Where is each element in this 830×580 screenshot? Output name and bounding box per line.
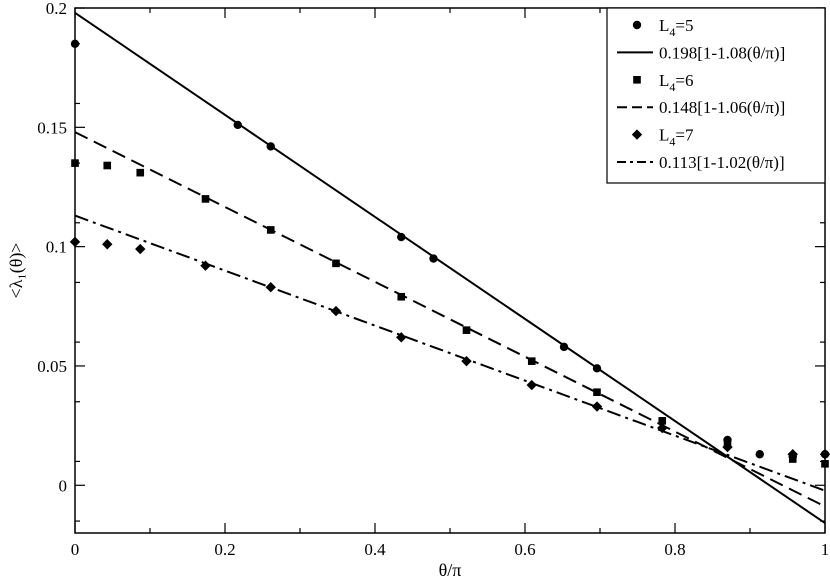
data-point-2 <box>658 417 667 425</box>
x-tick-label: 0.2 <box>214 540 235 559</box>
data-point-4 <box>591 401 603 412</box>
ticks-layer: 0 0.2 0.4 0.6 0.8 1 0 0.05 0.1 0.15 0.2 <box>37 0 829 559</box>
data-point-0 <box>592 364 602 373</box>
fit-line-1 <box>75 11 825 524</box>
data-point-2 <box>462 326 471 334</box>
fit-lines-layer <box>75 11 825 524</box>
data-point-2 <box>136 168 145 177</box>
data-point-4 <box>461 355 472 367</box>
legend-entry-5: 0.113[1-1.02(θ/π)] <box>659 153 785 172</box>
data-point-0 <box>755 450 764 459</box>
legend-entry-4: L4=7 <box>659 126 694 149</box>
y-tick-label: 0.15 <box>37 118 67 137</box>
x-axis-label: θ/π <box>439 560 462 580</box>
fit-line-3 <box>75 131 825 508</box>
legend-entry-0: L4=5 <box>659 16 693 39</box>
y-tick-label: 0 <box>59 476 68 495</box>
data-point-4 <box>526 379 537 391</box>
fit-line-5 <box>75 214 825 492</box>
legend-box <box>606 7 826 184</box>
legend-entry-3: 0.148[1-1.06(θ/π)] <box>659 98 785 117</box>
legend-symbol-4 <box>631 129 643 140</box>
data-point-4 <box>722 441 733 453</box>
data-point-0 <box>233 120 242 130</box>
legend-entry-1: 0.198[1-1.08(θ/π)] <box>659 43 785 62</box>
data-point-0 <box>266 142 275 151</box>
data-point-0 <box>559 342 569 352</box>
data-point-4 <box>657 422 668 434</box>
data-point-4 <box>135 243 146 255</box>
x-tick-label: 0.4 <box>364 540 386 559</box>
data-point-2 <box>397 292 406 301</box>
data-point-4 <box>102 239 113 250</box>
data-point-0 <box>429 254 438 263</box>
data-point-2 <box>103 161 112 170</box>
data-point-2 <box>266 226 275 234</box>
x-tick-label: 0 <box>71 540 80 559</box>
legend: L4=5 0.198[1-1.08(θ/π)] L4=6 0.148[1-1.06(θ… <box>606 7 826 184</box>
data-point-2 <box>201 195 210 203</box>
data-point-4 <box>787 449 798 460</box>
data-point-2 <box>332 259 340 268</box>
legend-symbol-2 <box>633 76 641 84</box>
data-point-4 <box>396 332 407 343</box>
data-point-2 <box>527 357 536 365</box>
x-tick-label: 0.6 <box>514 540 535 559</box>
legend-entry-2: L4=6 <box>659 71 693 94</box>
data-point-4 <box>200 260 211 271</box>
data-point-4 <box>265 282 276 293</box>
y-tick-label: 0.05 <box>37 357 67 376</box>
x-tick-label: 1 <box>821 540 830 559</box>
legend-symbol-0 <box>632 20 642 30</box>
data-point-4 <box>330 305 342 317</box>
data-point-0 <box>397 232 406 242</box>
y-tick-label: 0.1 <box>46 238 67 257</box>
y-axis-label: <λ₁(θ)> <box>6 243 27 299</box>
y-tick-label: 0.2 <box>46 0 67 18</box>
data-point-2 <box>593 388 601 397</box>
x-tick-label: 0.8 <box>664 540 685 559</box>
